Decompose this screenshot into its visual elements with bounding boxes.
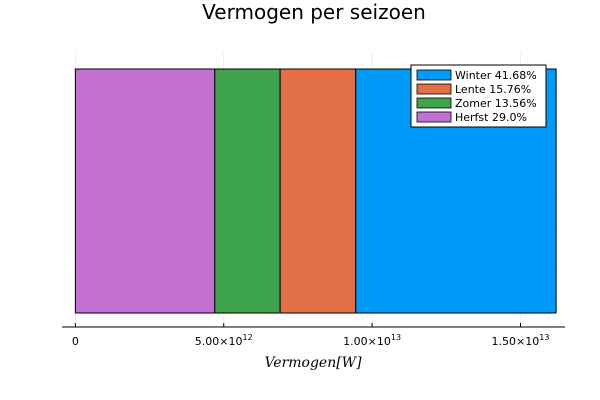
- x-tick-label: 1.00×1013: [343, 333, 401, 348]
- legend: Winter 41.68%Lente 15.76%Zomer 13.56%Her…: [410, 64, 547, 128]
- legend-swatch-herfst: [416, 111, 452, 123]
- x-tick-label: 5.00×1012: [195, 333, 253, 348]
- legend-label-lente: Lente 15.76%: [455, 83, 531, 96]
- x-axis-label: Vermogen[W]: [264, 355, 362, 371]
- x-axis: 0 5.00×1012 1.00×1013 1.50×1013: [62, 323, 565, 348]
- legend-label-zomer: Zomer 13.56%: [455, 97, 537, 110]
- x-tick-label: 1.50×1013: [492, 333, 550, 348]
- legend-swatch-winter: [416, 69, 452, 81]
- legend-swatch-zomer: [416, 97, 452, 109]
- legend-label-herfst: Herfst 29.0%: [455, 111, 527, 124]
- bar-segment-herfst: [74, 68, 216, 314]
- chart-title: Vermogen per seizoen: [202, 0, 426, 24]
- x-tick-label: 0: [72, 335, 79, 348]
- legend-label-winter: Winter 41.68%: [455, 69, 537, 82]
- bar-segment-zomer: [214, 68, 281, 314]
- bar-segment-lente: [279, 68, 357, 314]
- legend-swatch-lente: [416, 83, 452, 95]
